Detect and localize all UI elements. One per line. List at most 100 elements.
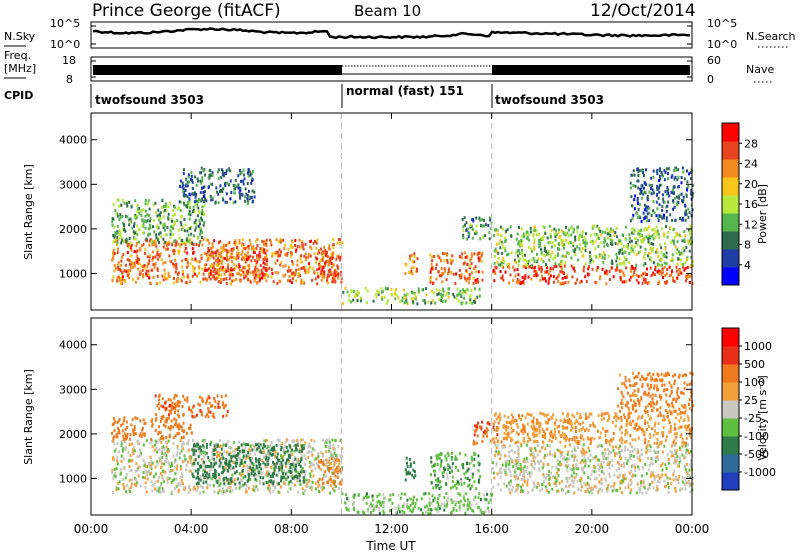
power-cell — [691, 282, 694, 285]
power-cell — [260, 268, 263, 272]
power-cell — [659, 263, 662, 267]
velocity-cell — [172, 479, 174, 483]
velocity-cell — [430, 456, 433, 460]
power-cell — [640, 186, 643, 190]
power-cell — [113, 225, 116, 229]
power-cell — [511, 265, 514, 269]
power-cell — [662, 232, 665, 236]
power-cell — [473, 252, 476, 256]
power-cell — [649, 247, 652, 250]
power-cell — [253, 259, 256, 263]
power-cell — [225, 253, 228, 257]
power-cell — [572, 249, 575, 253]
power-cell — [153, 241, 156, 245]
velocity-cell — [289, 470, 292, 474]
velocity-cell — [614, 453, 616, 457]
power-cell — [256, 238, 259, 241]
power-colorbar-segment — [722, 213, 739, 232]
velocity-cell — [329, 484, 332, 488]
power-cell — [197, 200, 200, 204]
velocity-cell — [286, 449, 289, 453]
power-cell — [162, 226, 165, 230]
power-cell — [150, 240, 153, 244]
power-cell — [140, 244, 143, 248]
velocity-cell — [302, 444, 305, 447]
velocity-cell — [161, 456, 164, 459]
velocity-cell — [409, 471, 411, 475]
power-cell — [603, 244, 606, 248]
power-cell — [145, 272, 148, 276]
power-cell — [209, 182, 212, 186]
power-cell — [651, 250, 653, 254]
velocity-cell — [228, 482, 231, 486]
velocity-cell — [125, 420, 128, 424]
velocity-cell — [324, 474, 326, 478]
velocity-cell — [294, 467, 297, 471]
power-cell — [116, 239, 119, 243]
power-cell — [475, 281, 478, 285]
power-cell — [680, 251, 683, 255]
power-cell — [637, 243, 639, 247]
power-cell — [156, 268, 159, 272]
velocity-cell — [212, 472, 215, 476]
power-cell — [148, 259, 151, 263]
velocity-cell — [202, 473, 205, 477]
velocity-cell — [483, 429, 486, 433]
power-cell — [601, 255, 604, 259]
power-cell — [190, 174, 193, 178]
velocity-cell — [401, 505, 404, 508]
velocity-cell — [475, 487, 478, 491]
velocity-cell — [229, 463, 232, 467]
power-cell — [133, 222, 136, 226]
power-cell — [226, 258, 229, 262]
power-cell — [287, 247, 290, 251]
velocity-cell — [336, 459, 339, 462]
velocity-cell — [282, 455, 285, 459]
nsky-label: N.Sky — [4, 30, 36, 43]
power-cell — [146, 202, 149, 206]
power-cell — [446, 258, 449, 262]
power-cell — [253, 190, 256, 194]
power-cell — [328, 244, 331, 248]
power-cell — [413, 255, 416, 259]
power-cell — [658, 169, 661, 173]
power-cell — [545, 270, 548, 274]
velocity-cell — [308, 442, 311, 446]
power-cell — [266, 257, 269, 261]
velocity-cell — [265, 472, 268, 476]
velocity-cell — [216, 444, 219, 448]
power-cell — [518, 279, 521, 283]
power-cell — [645, 183, 648, 187]
velocity-cell — [179, 451, 182, 455]
velocity-cell — [467, 484, 470, 488]
power-cell — [647, 237, 650, 241]
power-cell — [183, 217, 186, 221]
power-cell — [560, 238, 563, 242]
velocity-cell — [218, 476, 221, 480]
velocity-cell — [409, 503, 412, 507]
power-cell — [463, 216, 466, 220]
velocity-cell — [432, 486, 435, 490]
velocity-cell — [278, 491, 281, 495]
power-cell — [621, 262, 623, 266]
power-cell — [602, 251, 605, 255]
power-cell — [429, 278, 432, 281]
power-cell — [658, 179, 661, 183]
velocity-cell — [156, 460, 159, 464]
power-cell — [507, 252, 510, 256]
power-cell — [657, 218, 660, 222]
velocity-cell — [176, 432, 179, 436]
velocity-cell — [122, 483, 125, 487]
power-cell — [137, 240, 140, 244]
velocity-cell — [189, 458, 192, 462]
power-cell — [691, 208, 694, 212]
velocity-cell — [311, 480, 314, 484]
velocity-cell — [364, 494, 367, 498]
velocity-cell — [197, 481, 200, 485]
velocity-cell — [128, 465, 131, 469]
velocity-cell — [274, 454, 277, 458]
power-cell — [638, 229, 641, 233]
velocity-cell — [389, 493, 392, 497]
power-cell — [147, 273, 150, 277]
power-cell — [225, 268, 228, 272]
